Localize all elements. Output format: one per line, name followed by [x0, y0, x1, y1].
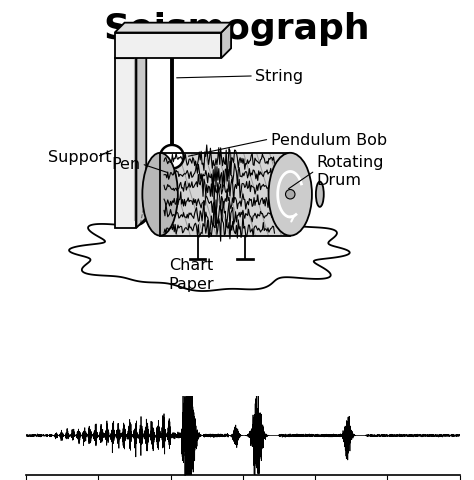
Polygon shape: [115, 34, 221, 59]
Text: String: String: [255, 69, 303, 84]
Text: Seismograph: Seismograph: [104, 12, 370, 46]
Polygon shape: [160, 154, 290, 236]
Polygon shape: [115, 59, 137, 228]
Ellipse shape: [316, 182, 324, 207]
Polygon shape: [115, 49, 146, 59]
Circle shape: [160, 145, 184, 169]
Ellipse shape: [142, 154, 178, 236]
Text: Rotating
Drum: Rotating Drum: [316, 155, 383, 188]
Polygon shape: [115, 24, 231, 34]
Polygon shape: [69, 212, 350, 291]
Circle shape: [285, 190, 295, 200]
Text: Pendulum Bob: Pendulum Bob: [271, 132, 387, 147]
Ellipse shape: [269, 154, 312, 236]
Polygon shape: [137, 49, 146, 228]
Text: Support: Support: [48, 150, 111, 165]
Text: Pen: Pen: [111, 157, 140, 172]
Text: Chart
Paper: Chart Paper: [169, 258, 214, 291]
Polygon shape: [221, 24, 231, 59]
